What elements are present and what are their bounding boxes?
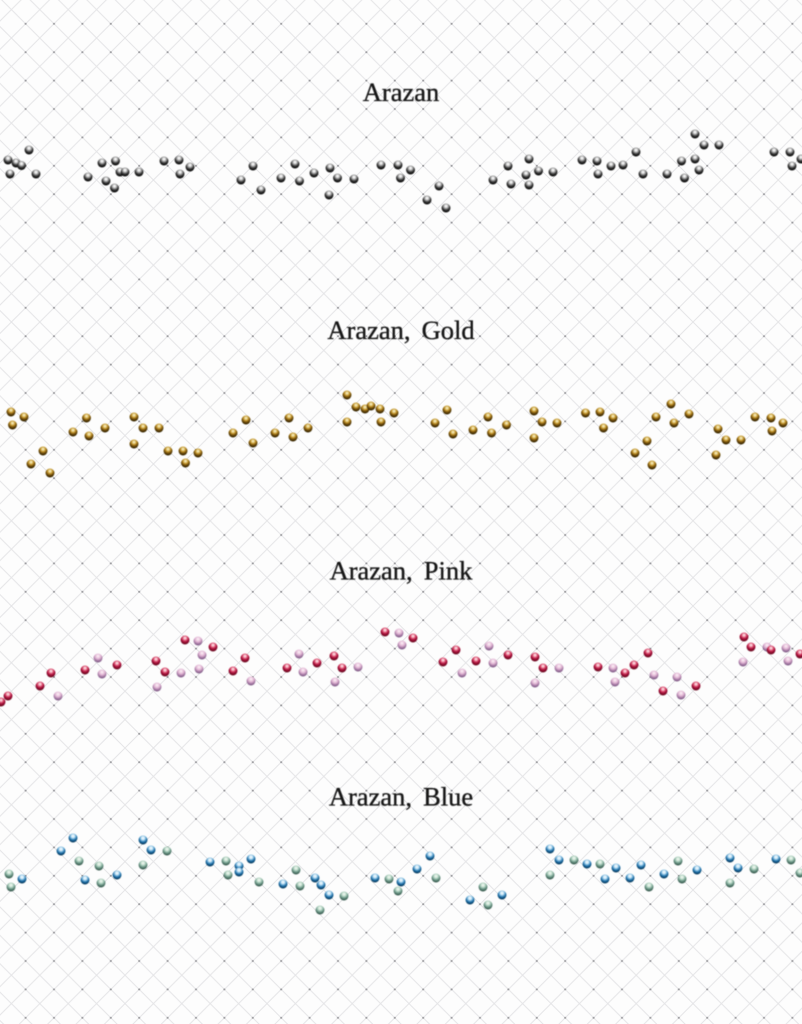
svg-text:Arazan, Gold: Arazan, Gold (327, 315, 474, 345)
svg-text:Arazan, Blue: Arazan, Blue (329, 782, 473, 812)
svg-text:Arazan, Pink: Arazan, Pink (330, 556, 474, 586)
svg-text:Arazan: Arazan (363, 77, 440, 107)
